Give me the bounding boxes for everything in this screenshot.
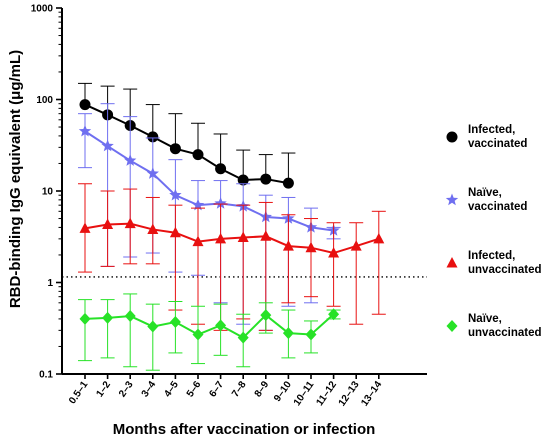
- x-tick-label: 4–5: [162, 379, 181, 399]
- legend-label: Infected, unvaccinated: [468, 250, 542, 276]
- data-point: [215, 319, 227, 332]
- data-point: [237, 231, 249, 243]
- series-line: [84, 103, 289, 185]
- legend-item-1: Naïve, vaccinated: [445, 187, 527, 213]
- data-point: [260, 173, 272, 185]
- data-point: [169, 143, 181, 155]
- data-point: [192, 328, 204, 341]
- y-tick-label: 10: [42, 187, 54, 198]
- data-point: [350, 240, 362, 251]
- axes: 0.1 1 10 100 1000 0.5–1 1–2 2–3 3–4 4–5 5–6 6–7 7–8 8…: [31, 4, 427, 409]
- data-point: [79, 99, 91, 111]
- legend-label-line: Infected,: [468, 124, 515, 136]
- data-point: [260, 309, 272, 322]
- legend-label-line: vaccinated: [468, 201, 527, 213]
- x-tick-label: 10–11: [292, 379, 317, 408]
- data-point: [79, 222, 91, 233]
- x-tick-label: 6–7: [207, 379, 226, 399]
- data-point: [237, 174, 249, 186]
- x-tick-label: 13–14: [359, 379, 384, 408]
- legend-label: Naïve, vaccinated: [468, 187, 527, 213]
- series-2: [78, 183, 386, 331]
- series-3: [78, 293, 341, 371]
- x-tick-label: 9–10: [272, 379, 294, 404]
- data-point: [147, 223, 159, 234]
- data-point: [260, 230, 272, 241]
- legend-label-line: vaccinated: [468, 138, 527, 150]
- data-point: [192, 149, 204, 161]
- x-tick-label: 11–12: [314, 379, 339, 408]
- data-point: [102, 311, 114, 324]
- legend-label-line: unvaccinated: [468, 264, 542, 276]
- data-point: [282, 177, 294, 189]
- data-point: [328, 247, 340, 258]
- series-line: [84, 130, 334, 232]
- data-point: [101, 139, 114, 152]
- data-point: [124, 217, 136, 229]
- y-tick-label: 1000: [31, 4, 54, 15]
- legend-label: Naïve, unvaccinated: [468, 313, 542, 339]
- data-point: [124, 310, 136, 323]
- x-tick-label: 8–9: [253, 379, 272, 399]
- data-point: [169, 188, 182, 201]
- data-point: [237, 331, 249, 344]
- data-point: [305, 241, 317, 253]
- data-point: [124, 154, 137, 166]
- series-line: [84, 313, 335, 339]
- legend-marker: [446, 257, 458, 268]
- legend-item-3: Naïve, unvaccinated: [446, 313, 542, 339]
- x-tick-label: 12–13: [337, 379, 362, 408]
- legend-item-2: Infected, unvaccinated: [446, 250, 542, 276]
- series-line: [84, 222, 380, 255]
- data-point: [192, 235, 204, 247]
- data-point: [169, 226, 181, 238]
- legend-marker: [445, 193, 459, 206]
- legend-marker: [446, 320, 458, 332]
- x-tick-label: 0.5–1: [67, 379, 91, 406]
- legend-item-0: Infected, vaccinated: [446, 124, 527, 150]
- data-point: [146, 167, 159, 179]
- y-tick-label: 0.1: [39, 370, 53, 381]
- legend-marker: [446, 131, 458, 143]
- data-point: [328, 308, 340, 321]
- data-point: [79, 312, 91, 325]
- y-tick-label: 1: [47, 278, 53, 289]
- x-tick-label: 7–8: [230, 379, 249, 399]
- data-point: [102, 218, 114, 230]
- legend-label-line: Naïve,: [468, 187, 502, 199]
- x-tick-label: 5–6: [185, 379, 204, 399]
- legend-label-line: Infected,: [468, 250, 515, 262]
- series-1: [78, 103, 341, 331]
- x-axis-title: Months after vaccination or infection: [113, 421, 376, 438]
- data-point: [191, 198, 205, 211]
- series-layer: [78, 82, 386, 371]
- x-tick-label: 2–3: [117, 379, 136, 399]
- y-axis-title: RBD-binding IgG equivalent (μg/mL): [7, 50, 24, 308]
- data-point: [215, 163, 227, 175]
- x-tick-label: 1–2: [94, 379, 113, 399]
- data-point: [282, 327, 294, 340]
- data-point: [305, 328, 317, 341]
- data-point: [214, 197, 227, 209]
- data-point: [78, 124, 92, 137]
- data-point: [169, 316, 181, 329]
- data-point: [373, 232, 385, 244]
- legend-label: Infected, vaccinated: [468, 124, 527, 150]
- x-tick-label: 3–4: [140, 379, 159, 399]
- data-point: [147, 131, 159, 143]
- data-point: [282, 240, 294, 251]
- series-0: [78, 82, 296, 189]
- y-tick-label: 100: [36, 95, 53, 106]
- legend-label-line: unvaccinated: [468, 327, 542, 339]
- data-point: [215, 232, 227, 244]
- data-point: [147, 320, 159, 333]
- legend-label-line: Naïve,: [468, 313, 502, 325]
